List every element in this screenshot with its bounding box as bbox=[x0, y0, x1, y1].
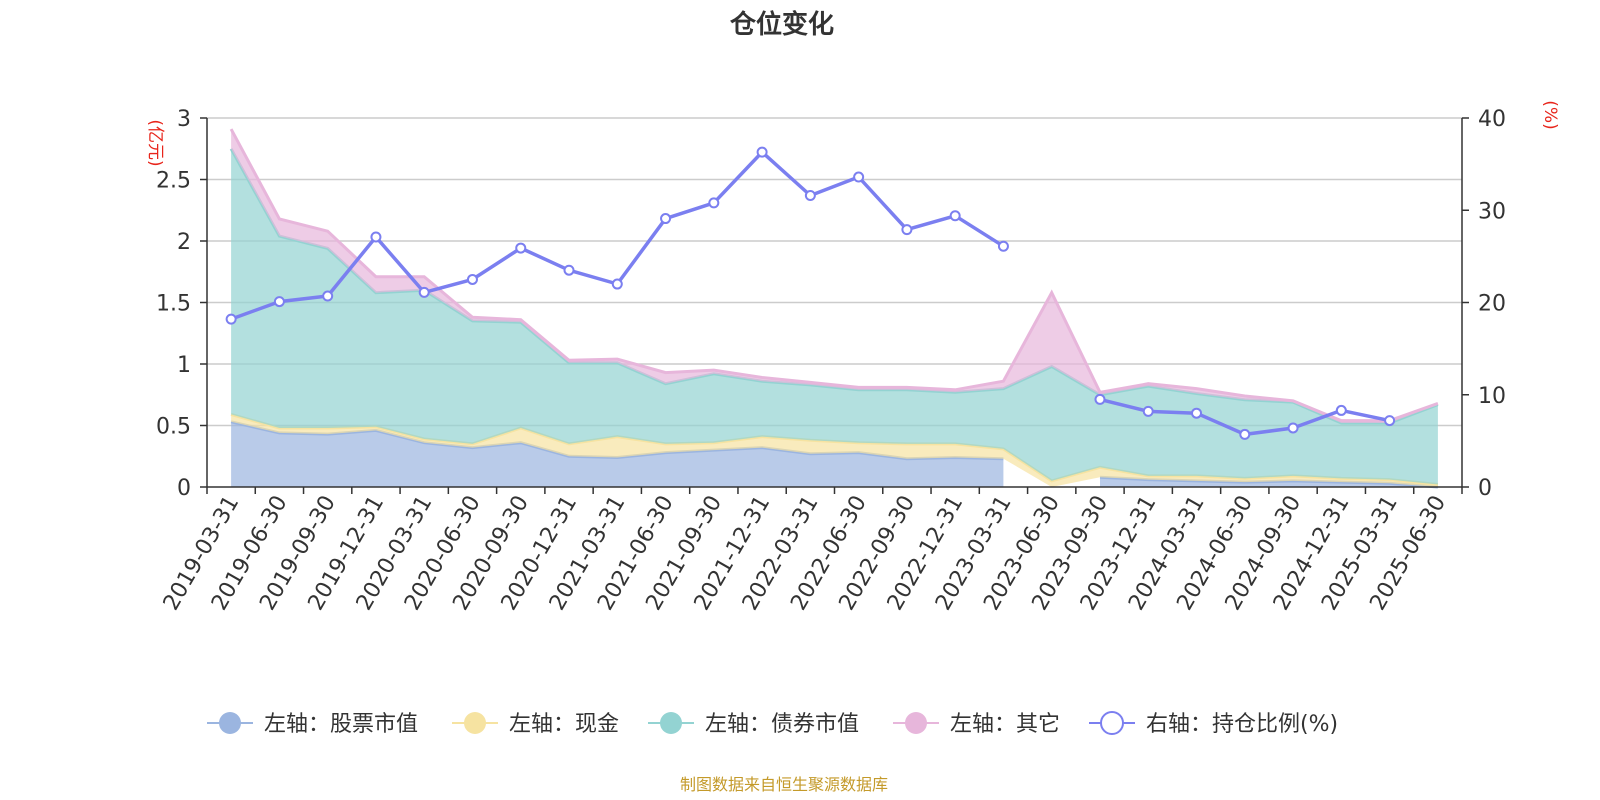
ratio-point bbox=[901, 224, 913, 236]
area-edge-4 bbox=[229, 128, 1439, 423]
ratio-point bbox=[515, 242, 527, 254]
ratio-point bbox=[1335, 404, 1347, 416]
ratio-point bbox=[756, 146, 768, 158]
right-tick-label: 10 bbox=[1478, 384, 1506, 409]
legend-label-5: 右轴：持仓比例(%) bbox=[1146, 712, 1338, 737]
ratio-point bbox=[1142, 405, 1154, 417]
ratio-point bbox=[804, 189, 816, 201]
right-tick-label: 40 bbox=[1478, 107, 1506, 132]
ratio-point bbox=[949, 210, 961, 222]
legend-marker-1 bbox=[219, 712, 241, 734]
right-axis-unit: (%) bbox=[1540, 100, 1560, 129]
ratio-point bbox=[563, 264, 575, 276]
stacked-areas bbox=[229, 128, 1439, 489]
left-tick-label: 0 bbox=[177, 476, 191, 501]
right-tick-label: 20 bbox=[1478, 292, 1506, 317]
legend-label-4: 左轴：其它 bbox=[950, 712, 1060, 737]
ratio-point bbox=[225, 313, 237, 325]
source-note: 制图数据来自恒生聚源数据库 bbox=[680, 775, 888, 794]
left-tick-label: 2.5 bbox=[156, 169, 191, 194]
ratio-point bbox=[997, 240, 1009, 252]
left-tick-label: 1 bbox=[177, 353, 191, 378]
left-tick-label: 0.5 bbox=[156, 415, 191, 440]
legend-marker-2 bbox=[464, 712, 486, 734]
ratio-point bbox=[1287, 422, 1299, 434]
legend-label-1: 左轴：股票市值 bbox=[264, 712, 418, 737]
ratio-point bbox=[273, 296, 285, 308]
area-3 bbox=[231, 148, 1438, 485]
left-tick-label: 3 bbox=[177, 107, 191, 132]
ratio-point bbox=[611, 278, 623, 290]
ratio-point bbox=[660, 213, 672, 225]
right-tick-label: 0 bbox=[1478, 476, 1492, 501]
left-axis-unit: (亿元) bbox=[145, 119, 165, 166]
ratio-point bbox=[418, 286, 430, 298]
legend-marker-3 bbox=[660, 712, 682, 734]
legend-marker-5 bbox=[1100, 711, 1124, 735]
right-tick-label: 30 bbox=[1478, 199, 1506, 224]
chart-title: 仓位变化 bbox=[729, 9, 834, 40]
ratio-line-series bbox=[225, 146, 1396, 440]
left-tick-label: 2 bbox=[177, 230, 191, 255]
area-1 bbox=[231, 421, 1004, 487]
ratio-point bbox=[1094, 393, 1106, 405]
ratio-point bbox=[466, 273, 478, 285]
legend: 左轴：股票市值 左轴：现金 左轴：债券市值 左轴：其它 右轴：持仓比例(%) bbox=[207, 711, 1338, 737]
left-tick-label: 1.5 bbox=[156, 292, 191, 317]
legend-label-3: 左轴：债券市值 bbox=[705, 712, 859, 737]
ratio-point bbox=[853, 171, 865, 183]
ratio-point bbox=[1239, 428, 1251, 440]
ratio-point bbox=[708, 197, 720, 209]
ratio-point bbox=[370, 231, 382, 243]
legend-label-2: 左轴：现金 bbox=[509, 712, 619, 737]
ratio-point bbox=[1384, 415, 1396, 427]
ratio-point bbox=[322, 290, 334, 302]
ratio-point bbox=[1191, 407, 1203, 419]
legend-marker-4 bbox=[905, 712, 927, 734]
